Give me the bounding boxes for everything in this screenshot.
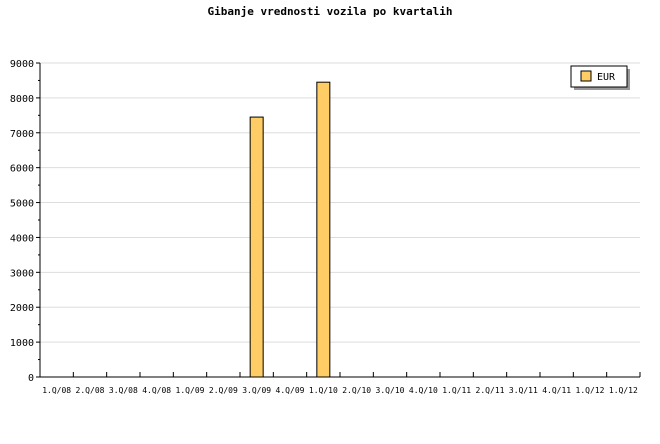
- x-tick-label: 4.Q/09: [276, 386, 305, 395]
- x-tick-label: 4.Q/10: [409, 386, 438, 395]
- legend-swatch: [580, 70, 592, 82]
- y-tick-label: 1000: [10, 338, 34, 349]
- chart-title: Gibanje vrednosti vozila po kvartalih: [207, 5, 452, 18]
- x-tick-label: 4.Q/08: [142, 386, 171, 395]
- y-tick-label: 6000: [10, 164, 34, 175]
- y-tick-label: 9000: [10, 59, 34, 70]
- y-tick-label: 4000: [10, 233, 34, 244]
- y-tick-label: 0: [28, 373, 34, 384]
- x-tick-label: 3.Q/08: [109, 386, 138, 395]
- y-tick-label: 7000: [10, 129, 34, 140]
- y-tick-label: 8000: [10, 94, 34, 105]
- x-tick-label: 3.Q/09: [242, 386, 271, 395]
- x-tick-label: 1.Q/08: [42, 386, 71, 395]
- x-tick-label: 2.Q/08: [76, 386, 105, 395]
- x-tick-label: 2.Q/09: [209, 386, 238, 395]
- y-tick-label: 5000: [10, 199, 34, 210]
- x-tick-label: 3.Q/10: [376, 386, 405, 395]
- x-tick-label: 1.Q/09: [176, 386, 205, 395]
- x-tick-label: 1.Q/12: [609, 386, 638, 395]
- bar: [249, 116, 264, 378]
- x-tick-label: 4.Q/11: [542, 386, 571, 395]
- y-tick-label: 3000: [10, 268, 34, 279]
- legend-label: EUR: [597, 72, 616, 83]
- x-tick-label: 1.Q/10: [309, 386, 338, 395]
- x-tick-label: 2.Q/10: [342, 386, 371, 395]
- y-tick-label: 2000: [10, 303, 34, 314]
- bar: [316, 81, 331, 378]
- x-tick-label: 1.Q/12: [576, 386, 605, 395]
- x-tick-label: 3.Q/11: [509, 386, 538, 395]
- x-tick-label: 1.Q/11: [442, 386, 471, 395]
- x-tick-label: 2.Q/11: [476, 386, 505, 395]
